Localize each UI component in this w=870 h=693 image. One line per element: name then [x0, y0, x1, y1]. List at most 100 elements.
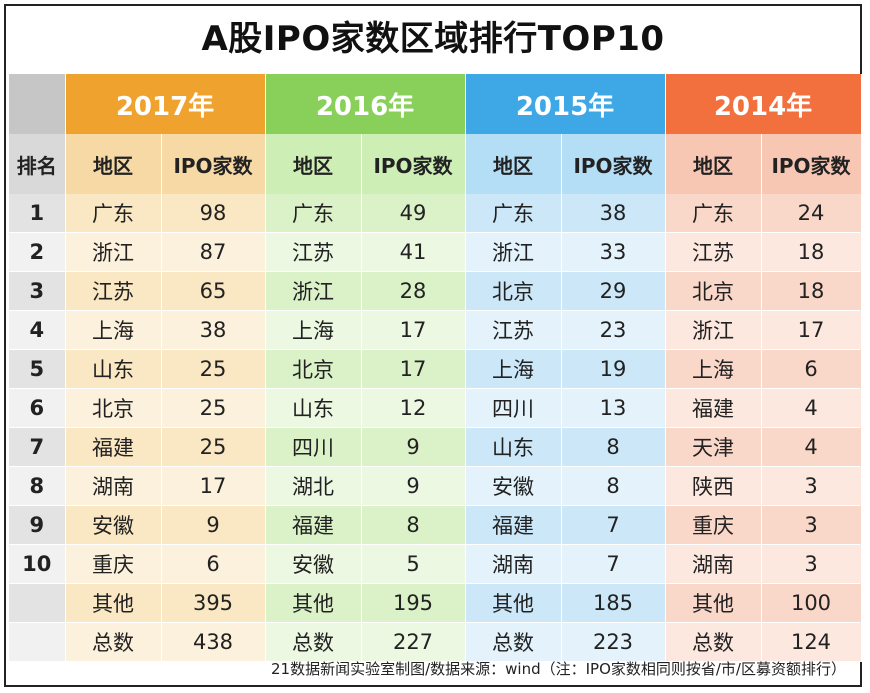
ipo-count-cell: 12 [361, 388, 466, 428]
region-cell: 天津 [665, 427, 762, 467]
region-cell: 山东 [465, 427, 562, 467]
ipo-count-cell: 18 [761, 271, 862, 311]
ipo-count-cell: 17 [361, 310, 466, 350]
region-cell: 山东 [265, 388, 362, 428]
ipo-count-cell: 33 [561, 232, 666, 272]
region-cell: 江苏 [465, 310, 562, 350]
table-row: 1 广东 98 广东 49 广东 38 广东 24 [9, 194, 862, 233]
region-cell: 其他 [265, 583, 362, 623]
ipo-count-cell: 195 [361, 583, 466, 623]
ipo-count-cell: 87 [161, 232, 266, 272]
region-cell: 北京 [65, 388, 162, 428]
region-header: 地区 [65, 134, 162, 194]
ipo-ranking-table: 2017年 2016年 2015年 2014年 排名 地区 IPO家数 地区 I… [9, 74, 862, 662]
region-cell: 总数 [665, 622, 762, 662]
region-cell: 湖北 [265, 466, 362, 506]
region-cell: 广东 [265, 194, 362, 233]
year-header-2016: 2016年 [265, 74, 466, 134]
table-row: 总数 438 总数 227 总数 223 总数 124 [9, 622, 862, 662]
region-cell: 福建 [65, 427, 162, 467]
region-cell: 浙江 [265, 271, 362, 311]
rank-cell: 8 [9, 466, 66, 506]
table-row: 其他 395 其他 195 其他 185 其他 100 [9, 583, 862, 623]
region-cell: 浙江 [665, 310, 762, 350]
ipo-count-cell: 49 [361, 194, 466, 233]
region-cell: 浙江 [65, 232, 162, 272]
region-cell: 广东 [665, 194, 762, 233]
region-cell: 重庆 [65, 544, 162, 584]
rank-cell: 5 [9, 349, 66, 389]
region-cell: 安徽 [465, 466, 562, 506]
rank-cell: 3 [9, 271, 66, 311]
ipo-count-cell: 4 [761, 388, 862, 428]
region-header: 地区 [465, 134, 562, 194]
ipo-count-cell: 38 [561, 194, 666, 233]
region-cell: 江苏 [65, 271, 162, 311]
ipo-count-cell: 17 [161, 466, 266, 506]
ipo-count-cell: 8 [361, 505, 466, 545]
year-header-2017: 2017年 [65, 74, 266, 134]
ipo-count-cell: 9 [361, 427, 466, 467]
region-cell: 上海 [265, 310, 362, 350]
region-cell: 重庆 [665, 505, 762, 545]
region-cell: 湖南 [465, 544, 562, 584]
table-row: 4 上海 38 上海 17 江苏 23 浙江 17 [9, 310, 862, 350]
ipo-count-cell: 38 [161, 310, 266, 350]
ipo-count-cell: 29 [561, 271, 666, 311]
region-cell: 山东 [65, 349, 162, 389]
region-cell: 广东 [65, 194, 162, 233]
count-header: IPO家数 [761, 134, 862, 194]
region-cell: 四川 [465, 388, 562, 428]
region-cell: 上海 [65, 310, 162, 350]
ipo-count-cell: 3 [761, 505, 862, 545]
rank-cell: 6 [9, 388, 66, 428]
year-header-row: 2017年 2016年 2015年 2014年 [9, 74, 862, 134]
ipo-count-cell: 25 [161, 427, 266, 467]
ipo-count-cell: 100 [761, 583, 862, 623]
region-cell: 其他 [65, 583, 162, 623]
page-title: A股IPO家数区域排行TOP10 [201, 19, 665, 59]
region-cell: 安徽 [65, 505, 162, 545]
ipo-count-cell: 6 [161, 544, 266, 584]
column-header-row: 排名 地区 IPO家数 地区 IPO家数 地区 IPO家数 地区 IPO家数 [9, 134, 862, 194]
ipo-count-cell: 9 [361, 466, 466, 506]
region-cell: 浙江 [465, 232, 562, 272]
ipo-count-cell: 6 [761, 349, 862, 389]
rank-header: 排名 [9, 134, 66, 194]
rank-cell: 4 [9, 310, 66, 350]
source-note: 21数据新闻实验室制图/数据来源：wind（注：IPO家数相同则按省/市/区募资… [271, 660, 846, 678]
region-cell: 江苏 [265, 232, 362, 272]
region-cell: 广东 [465, 194, 562, 233]
ipo-count-cell: 17 [761, 310, 862, 350]
region-header: 地区 [665, 134, 762, 194]
ipo-count-cell: 25 [161, 388, 266, 428]
region-cell: 其他 [465, 583, 562, 623]
ipo-count-cell: 4 [761, 427, 862, 467]
table-row: 6 北京 25 山东 12 四川 13 福建 4 [9, 388, 862, 428]
region-cell: 福建 [265, 505, 362, 545]
ipo-count-cell: 9 [161, 505, 266, 545]
rank-cell: 1 [9, 194, 66, 233]
table-row: 2 浙江 87 江苏 41 浙江 33 江苏 18 [9, 232, 862, 272]
table-row: 3 江苏 65 浙江 28 北京 29 北京 18 [9, 271, 862, 311]
count-header: IPO家数 [361, 134, 466, 194]
region-header: 地区 [265, 134, 362, 194]
year-header-2014: 2014年 [665, 74, 862, 134]
count-header: IPO家数 [561, 134, 666, 194]
region-cell: 福建 [465, 505, 562, 545]
region-cell: 湖南 [665, 544, 762, 584]
ipo-count-cell: 5 [361, 544, 466, 584]
region-cell: 安徽 [265, 544, 362, 584]
ipo-count-cell: 438 [161, 622, 266, 662]
region-cell: 上海 [665, 349, 762, 389]
ipo-count-cell: 98 [161, 194, 266, 233]
table-row: 9 安徽 9 福建 8 福建 7 重庆 3 [9, 505, 862, 545]
ipo-count-cell: 124 [761, 622, 862, 662]
ipo-count-cell: 3 [761, 544, 862, 584]
ipo-count-cell: 17 [361, 349, 466, 389]
region-cell: 上海 [465, 349, 562, 389]
year-header-2015: 2015年 [465, 74, 666, 134]
ipo-count-cell: 24 [761, 194, 862, 233]
count-header: IPO家数 [161, 134, 266, 194]
ipo-count-cell: 65 [161, 271, 266, 311]
